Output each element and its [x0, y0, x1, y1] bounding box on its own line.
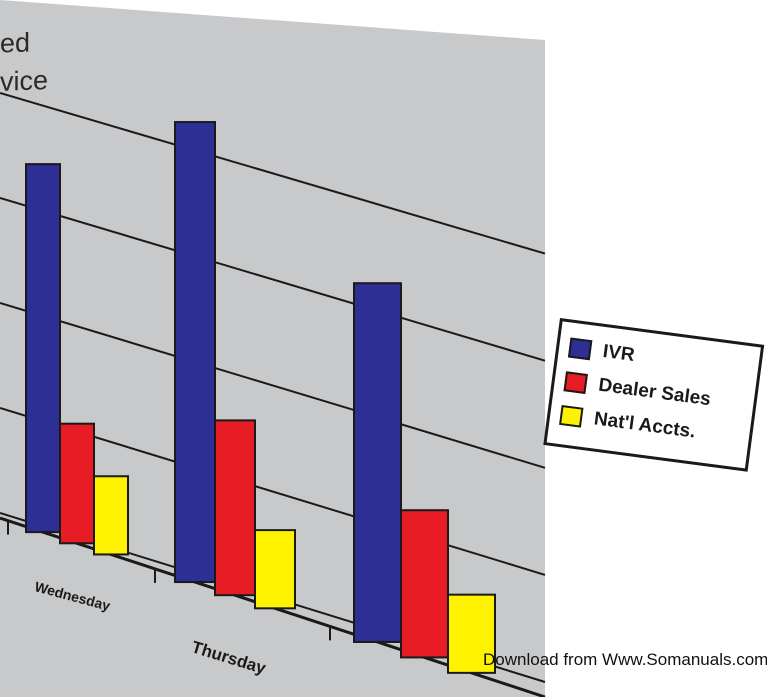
legend-swatch-dealer-sales [563, 371, 588, 394]
bar-dealer-sales-thursday [214, 419, 256, 597]
bars [25, 121, 496, 674]
x-axis-ticks [7, 520, 331, 641]
legend: IVR Dealer Sales Nat'l Accts. [543, 318, 765, 472]
legend-label-ivr: IVR [601, 340, 636, 366]
bar-dealer-sales-wednesday [59, 422, 95, 545]
legend-label-natl-accts: Nat'l Accts. [592, 408, 697, 443]
bar-nat-l-accts-wednesday [93, 475, 129, 556]
legend-swatch-ivr [567, 337, 593, 361]
legend-label-dealer-sales: Dealer Sales [597, 374, 713, 411]
chart-title-line-1: ed [0, 27, 31, 59]
bar-nat-l-accts-thursday [254, 529, 296, 610]
bar-ivr-group-3 [353, 282, 402, 643]
bar-nat-l-accts-group-3 [447, 593, 496, 674]
bar-dealer-sales-group-3 [400, 509, 449, 659]
bar-ivr-wednesday [25, 163, 61, 534]
legend-swatch-natl-accts [559, 404, 584, 428]
watermark-text: Download from Www.Somanuals.com [483, 650, 767, 669]
gridline [0, 302, 546, 469]
gridline [0, 92, 546, 255]
chart-title-line-2: vice [0, 65, 49, 97]
legend-item-ivr: IVR [567, 335, 637, 369]
gridline [0, 197, 546, 362]
bar-ivr-thursday [174, 121, 216, 584]
